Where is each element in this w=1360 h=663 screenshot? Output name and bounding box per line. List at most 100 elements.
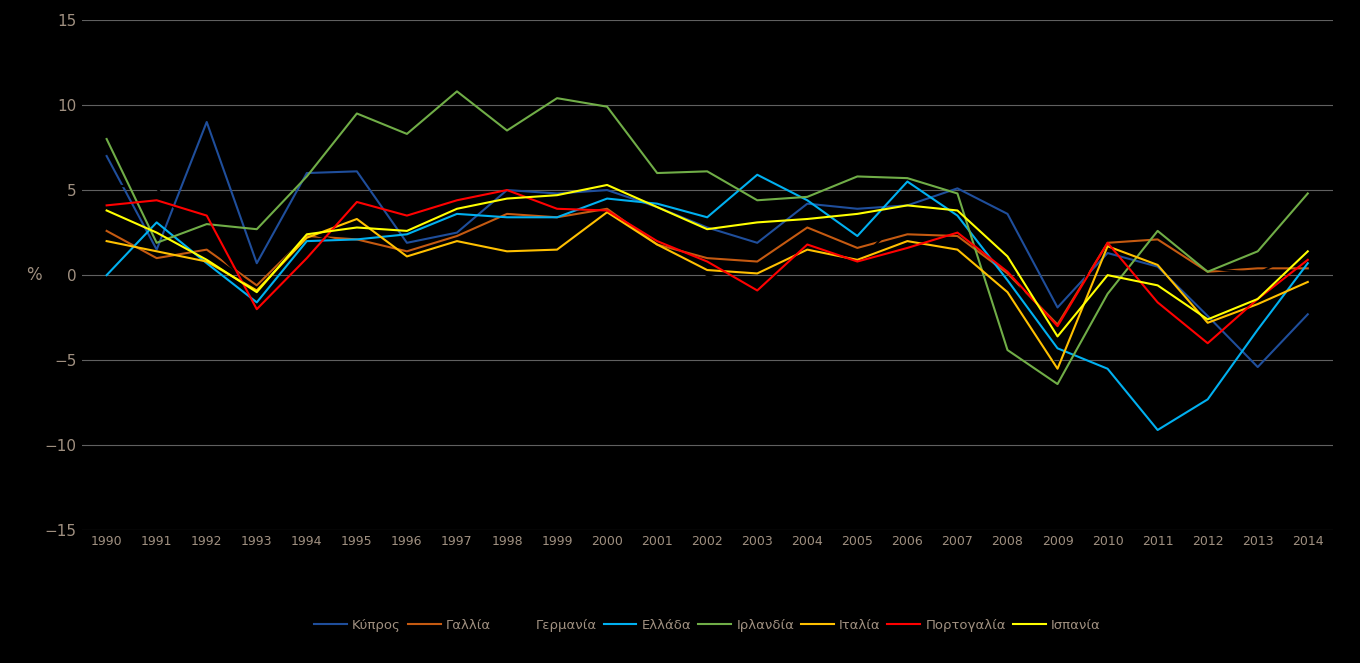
- Ιταλία: [749, 269, 766, 277]
- Ιρλανδία: [199, 220, 215, 228]
- Ιρλανδία: [699, 167, 715, 175]
- Ισπανία: [899, 202, 915, 210]
- Ιρλανδία: [98, 135, 114, 143]
- Γαλλία: [800, 223, 816, 231]
- Πορτογαλία: [1250, 295, 1266, 303]
- Γαλλία: [949, 232, 966, 240]
- Γερμανία: [899, 208, 915, 216]
- Ελλάδα: [649, 200, 665, 208]
- Ελλάδα: [800, 196, 816, 204]
- Πορτογαλία: [299, 254, 316, 262]
- Ιταλία: [249, 286, 265, 294]
- Πορτογαλία: [800, 241, 816, 249]
- Πορτογαλία: [949, 229, 966, 237]
- Γερμανία: [1000, 253, 1016, 261]
- Πορτογαλία: [899, 244, 915, 252]
- Γερμανία: [549, 237, 566, 245]
- Κύπρος: [98, 152, 114, 160]
- Ιρλανδία: [949, 190, 966, 198]
- Πορτογαλία: [98, 202, 114, 210]
- Πορτογαλία: [1000, 268, 1016, 276]
- Γαλλία: [899, 230, 915, 238]
- Ιρλανδία: [449, 88, 465, 95]
- Ισπανία: [148, 229, 165, 237]
- Ισπανία: [1149, 281, 1166, 289]
- Γερμανία: [1149, 210, 1166, 218]
- Ιταλία: [148, 247, 165, 255]
- Ελλάδα: [148, 218, 165, 226]
- Γαλλία: [549, 213, 566, 221]
- Ισπανία: [1200, 316, 1216, 324]
- Line: Ισπανία: Ισπανία: [106, 185, 1308, 336]
- Κύπρος: [148, 245, 165, 253]
- Ισπανία: [1050, 332, 1066, 340]
- Γερμανία: [649, 245, 665, 253]
- Ιρλανδία: [598, 103, 615, 111]
- Ιρλανδία: [398, 130, 415, 138]
- Γαλλία: [749, 257, 766, 265]
- Ιταλία: [1000, 288, 1016, 296]
- Ιρλανδία: [499, 127, 515, 135]
- Γερμανία: [398, 257, 415, 265]
- Γαλλία: [1000, 269, 1016, 277]
- Γαλλία: [649, 241, 665, 249]
- Ιρλανδία: [1300, 190, 1316, 198]
- Γερμανία: [749, 283, 766, 291]
- Κύπρος: [598, 186, 615, 194]
- Ελλάδα: [1200, 395, 1216, 403]
- Ελλάδα: [348, 235, 364, 243]
- Ιρλανδία: [800, 193, 816, 201]
- Ιταλία: [699, 266, 715, 274]
- Ισπανία: [1000, 253, 1016, 261]
- Ιταλία: [299, 234, 316, 242]
- Γαλλία: [98, 227, 114, 235]
- Πορτογαλία: [649, 237, 665, 245]
- Γερμανία: [1250, 269, 1266, 277]
- Line: Ιρλανδία: Ιρλανδία: [106, 91, 1308, 384]
- Ιρλανδία: [1099, 290, 1115, 298]
- Ιταλία: [398, 253, 415, 261]
- Γαλλία: [199, 245, 215, 253]
- Γαλλία: [1149, 235, 1166, 243]
- Ιταλία: [499, 247, 515, 255]
- Κύπρος: [699, 223, 715, 231]
- Ιρλανδία: [299, 172, 316, 180]
- Ισπανία: [199, 256, 215, 264]
- Κύπρος: [1200, 312, 1216, 320]
- Ιταλία: [1200, 319, 1216, 327]
- Ισπανία: [249, 288, 265, 296]
- Γερμανία: [499, 237, 515, 245]
- Γαλλία: [148, 254, 165, 262]
- Πορτογαλία: [598, 206, 615, 214]
- Πορτογαλία: [1200, 339, 1216, 347]
- Ισπανία: [299, 230, 316, 238]
- Γαλλία: [449, 232, 465, 240]
- Ελλάδα: [1250, 326, 1266, 333]
- Ελλάδα: [899, 178, 915, 186]
- Ιταλία: [800, 245, 816, 253]
- Ιταλία: [98, 237, 114, 245]
- Ιρλανδία: [249, 225, 265, 233]
- Line: Πορτογαλία: Πορτογαλία: [106, 190, 1308, 343]
- Κύπρος: [1250, 363, 1266, 371]
- Ισπανία: [849, 210, 865, 218]
- Ελλάδα: [449, 210, 465, 218]
- Ιρλανδία: [1050, 380, 1066, 388]
- Κύπρος: [449, 229, 465, 237]
- Γερμανία: [1300, 244, 1316, 252]
- Κύπρος: [1099, 249, 1115, 257]
- Ελλάδα: [1300, 259, 1316, 267]
- Ιρλανδία: [1250, 247, 1266, 255]
- Γερμανία: [249, 288, 265, 296]
- Ιρλανδία: [549, 94, 566, 102]
- Γερμανία: [148, 184, 165, 192]
- Ισπανία: [1250, 295, 1266, 303]
- Ιταλία: [899, 237, 915, 245]
- Ισπανία: [398, 227, 415, 235]
- Ελλάδα: [849, 232, 865, 240]
- Πορτογαλία: [1050, 322, 1066, 330]
- Ιρλανδία: [148, 239, 165, 247]
- Πορτογαλία: [749, 286, 766, 294]
- Ιταλία: [1250, 300, 1266, 308]
- Ιταλία: [598, 208, 615, 216]
